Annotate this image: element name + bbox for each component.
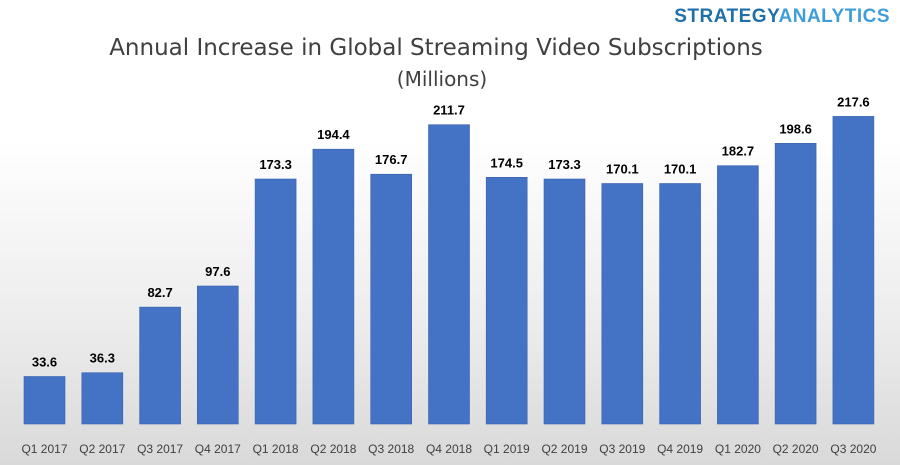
data-label: 198.6 <box>779 121 812 136</box>
x-tick-label: Q2 2019 <box>541 442 587 456</box>
data-label: 33.6 <box>32 355 57 370</box>
data-label: 36.3 <box>90 351 115 366</box>
x-tick-label: Q2 2018 <box>310 442 356 456</box>
x-tick-label: Q4 2017 <box>195 442 241 456</box>
chart-title: Annual Increase in Global Streaming Vide… <box>109 35 763 61</box>
bar-q3-2017 <box>140 307 181 424</box>
bar-q1-2017 <box>24 377 65 425</box>
x-tick-label: Q1 2019 <box>484 442 530 456</box>
data-label: 97.6 <box>205 264 230 279</box>
x-tick-label: Q4 2019 <box>657 442 703 456</box>
data-label: 182.7 <box>722 144 755 159</box>
x-tick-label: Q2 2020 <box>773 442 819 456</box>
bar-q4-2017 <box>197 286 238 424</box>
x-tick-label: Q3 2019 <box>599 442 645 456</box>
x-tick-label: Q2 2017 <box>79 442 125 456</box>
data-label: 170.1 <box>606 162 639 177</box>
bar-q4-2019 <box>660 184 701 425</box>
data-label: 173.3 <box>548 157 581 172</box>
bar-q3-2018 <box>371 174 412 424</box>
bars-group <box>24 116 874 424</box>
bar-q3-2020 <box>833 116 874 424</box>
data-label: 174.5 <box>490 155 523 170</box>
x-tick-label: Q1 2018 <box>253 442 299 456</box>
data-label: 211.7 <box>433 103 465 118</box>
x-tick-label: Q4 2018 <box>426 442 472 456</box>
x-tick-label: Q3 2017 <box>137 442 183 456</box>
bar-q1-2020 <box>717 166 758 424</box>
bar-q1-2019 <box>486 177 527 424</box>
bar-q2-2018 <box>313 149 354 424</box>
data-label: 176.7 <box>375 152 408 167</box>
bar-q1-2018 <box>255 179 296 424</box>
data-label: 82.7 <box>147 285 172 300</box>
chart: Annual Increase in Global Streaming Vide… <box>0 0 900 465</box>
x-axis-ticks: Q1 2017 Q2 2017 Q3 2017 Q4 2017 Q1 2018 Q2 20… <box>21 442 876 456</box>
x-tick-label: Q3 2020 <box>830 442 876 456</box>
x-tick-label: Q3 2018 <box>368 442 414 456</box>
data-label: 217.6 <box>837 94 870 109</box>
bar-q3-2019 <box>602 184 643 425</box>
x-tick-label: Q1 2020 <box>715 442 761 456</box>
data-label: 194.4 <box>317 127 350 142</box>
bar-q2-2017 <box>82 373 123 424</box>
bar-q4-2018 <box>429 125 470 424</box>
bar-q2-2019 <box>544 179 585 424</box>
data-label: 173.3 <box>259 157 292 172</box>
x-tick-label: Q1 2017 <box>21 442 67 456</box>
data-label: 170.1 <box>664 162 697 177</box>
bar-q2-2020 <box>775 143 816 424</box>
chart-subtitle: (Millions) <box>397 67 487 91</box>
